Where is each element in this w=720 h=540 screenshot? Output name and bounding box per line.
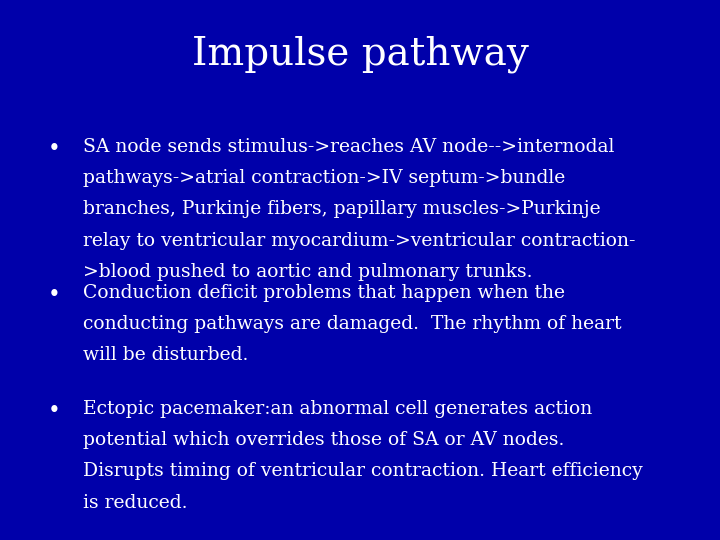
Text: branches, Purkinje fibers, papillary muscles->Purkinje: branches, Purkinje fibers, papillary mus…: [83, 200, 600, 218]
Text: is reduced.: is reduced.: [83, 494, 187, 511]
Text: Impulse pathway: Impulse pathway: [192, 35, 528, 72]
Text: will be disturbed.: will be disturbed.: [83, 346, 248, 364]
Text: >blood pushed to aortic and pulmonary trunks.: >blood pushed to aortic and pulmonary tr…: [83, 263, 532, 281]
Text: Ectopic pacemaker:an abnormal cell generates action: Ectopic pacemaker:an abnormal cell gener…: [83, 400, 592, 417]
Text: SA node sends stimulus->reaches AV node-->internodal: SA node sends stimulus->reaches AV node-…: [83, 138, 614, 156]
Text: •: •: [48, 284, 60, 306]
Text: Disrupts timing of ventricular contraction. Heart efficiency: Disrupts timing of ventricular contracti…: [83, 462, 642, 480]
Text: potential which overrides those of SA or AV nodes.: potential which overrides those of SA or…: [83, 431, 564, 449]
Text: •: •: [48, 400, 60, 422]
Text: •: •: [48, 138, 60, 160]
Text: conducting pathways are damaged.  The rhythm of heart: conducting pathways are damaged. The rhy…: [83, 315, 621, 333]
Text: pathways->atrial contraction->IV septum->bundle: pathways->atrial contraction->IV septum-…: [83, 169, 565, 187]
Text: Conduction deficit problems that happen when the: Conduction deficit problems that happen …: [83, 284, 564, 301]
Text: relay to ventricular myocardium->ventricular contraction-: relay to ventricular myocardium->ventric…: [83, 232, 635, 249]
